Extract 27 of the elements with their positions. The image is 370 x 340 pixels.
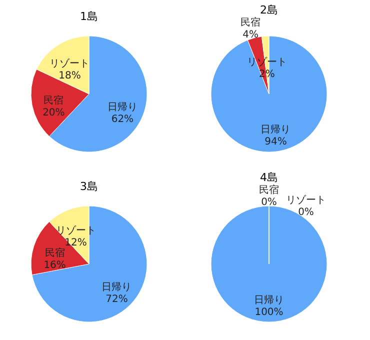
text: 0% — [261, 197, 277, 208]
category-label: 民宿 — [259, 185, 279, 196]
chart-title: 3島 — [80, 180, 98, 193]
slice-label: リゾート — [50, 58, 90, 70]
chart-title: 1島 — [80, 10, 98, 23]
slice-label: 民宿 — [44, 246, 65, 259]
slice-label: 日帰り — [260, 123, 291, 136]
slice-label: 民宿 — [240, 16, 261, 28]
slice-label: 民宿 — [44, 94, 64, 107]
chart-title: 4島 — [260, 171, 278, 184]
data-label: 16% — [44, 260, 66, 271]
data-label: 18% — [58, 70, 81, 82]
slice-label: 日帰り — [254, 294, 284, 306]
slice-label: リゾート — [56, 224, 96, 237]
slice-label: 日帰り — [107, 101, 138, 114]
text: 0% — [298, 206, 314, 218]
data-label: 100% — [254, 306, 284, 318]
data-label: 4% — [242, 29, 259, 40]
pie-slice — [32, 206, 148, 322]
chart-title: 2島 — [260, 3, 278, 16]
data-label: 94% — [264, 136, 287, 148]
slice-label: 日帰り — [102, 280, 132, 293]
data-label: 62% — [111, 114, 134, 126]
category-label: リゾート — [286, 194, 326, 206]
data-label: 72% — [106, 294, 128, 305]
data-label: 2% — [259, 69, 275, 80]
data-label: 20% — [42, 108, 65, 119]
